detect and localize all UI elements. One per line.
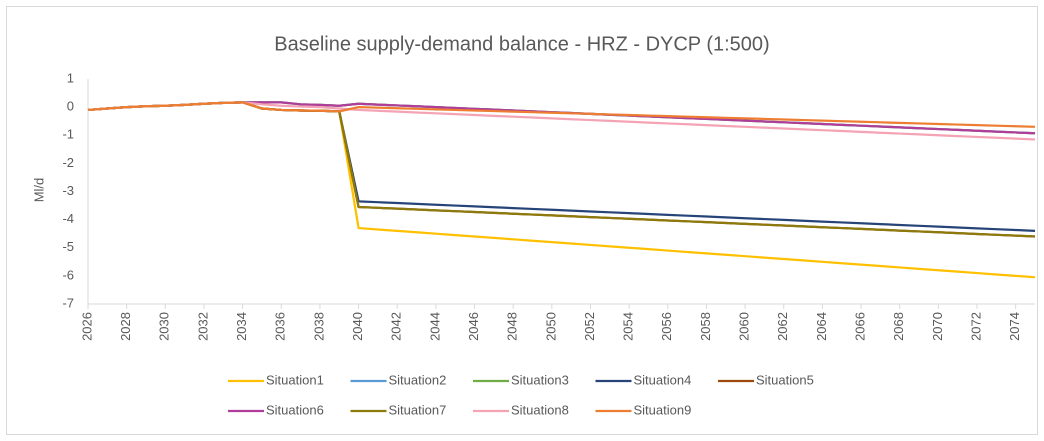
x-tick-label: 2070: [930, 312, 945, 341]
x-tick-label: 2064: [814, 312, 829, 341]
legend-label: Situation5: [756, 372, 814, 387]
legend-label: Situation1: [266, 372, 324, 387]
x-tick-label: 2044: [427, 312, 442, 341]
chart-border: [6, 6, 1038, 435]
x-tick-label: 2066: [852, 312, 867, 341]
x-tick-label: 2050: [543, 312, 558, 341]
series-line: [87, 101, 1036, 128]
x-tick-label: 2028: [118, 312, 133, 341]
x-tick-label: 2058: [698, 312, 713, 341]
y-axis-label: Ml/d: [31, 178, 46, 203]
y-tick-label: -4: [62, 211, 74, 226]
legend-label: Situation9: [634, 402, 692, 417]
y-tick-label: -1: [62, 127, 74, 142]
x-tick-label: 2040: [350, 312, 365, 341]
legend-label: Situation7: [389, 402, 447, 417]
chart-title: Baseline supply-demand balance - HRZ - D…: [274, 33, 769, 55]
legend-label: Situation3: [511, 372, 569, 387]
x-tick-label: 2038: [311, 312, 326, 341]
x-tick-label: 2056: [659, 312, 674, 341]
y-tick-label: -2: [62, 155, 74, 170]
x-tick-label: 2068: [891, 312, 906, 341]
legend-label: Situation2: [389, 372, 447, 387]
y-tick-label: 1: [67, 70, 74, 85]
x-tick-label: 2026: [79, 312, 94, 341]
y-tick-label: -6: [62, 267, 74, 282]
x-tick-label: 2054: [621, 312, 636, 341]
x-tick-label: 2072: [968, 312, 983, 341]
x-tick-label: 2046: [466, 312, 481, 341]
x-tick-label: 2036: [273, 312, 288, 341]
x-tick-label: 2060: [737, 312, 752, 341]
legend-label: Situation4: [634, 372, 692, 387]
x-tick-label: 2062: [775, 312, 790, 341]
legend-label: Situation6: [266, 402, 324, 417]
x-tick-label: 2052: [582, 312, 597, 341]
x-tick-label: 2074: [1007, 312, 1022, 341]
y-tick-label: 0: [67, 99, 74, 114]
y-tick-label: -7: [62, 295, 74, 310]
legend-label: Situation8: [511, 402, 569, 417]
x-tick-label: 2034: [234, 312, 249, 341]
x-tick-label: 2048: [505, 312, 520, 341]
x-tick-label: 2042: [389, 312, 404, 341]
x-tick-label: 2032: [195, 312, 210, 341]
y-tick-label: -3: [62, 183, 74, 198]
y-tick-label: -5: [62, 239, 74, 254]
x-tick-label: 2030: [157, 312, 172, 341]
